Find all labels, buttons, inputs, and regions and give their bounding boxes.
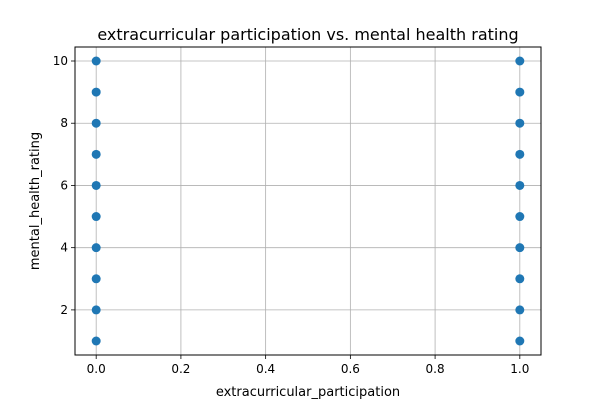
- y-axis-label: mental_health_rating: [28, 132, 43, 270]
- data-point: [91, 274, 101, 284]
- data-point: [515, 56, 525, 66]
- data-point: [515, 274, 525, 284]
- data-point: [91, 243, 101, 253]
- data-point: [91, 180, 101, 190]
- y-tick-label: 6: [60, 178, 68, 192]
- data-point: [91, 336, 101, 346]
- data-point: [91, 56, 101, 66]
- x-axis-ticks: 0.0 0.2 0.4 0.6 0.8 1.0: [87, 355, 529, 376]
- x-tick-label: 0.4: [256, 362, 275, 376]
- data-point: [515, 180, 525, 190]
- grid-lines: [75, 47, 541, 355]
- y-tick-label: 2: [60, 303, 68, 317]
- plot-frame: [74, 46, 542, 356]
- y-tick-label: 4: [60, 241, 68, 255]
- x-tick-label: 0.2: [171, 362, 190, 376]
- data-point: [515, 118, 525, 128]
- y-axis-ticks: 2 4 6 8 10: [53, 54, 75, 317]
- data-point: [515, 149, 525, 159]
- chart-title: extracurricular participation vs. mental…: [97, 25, 518, 44]
- data-point: [91, 118, 101, 128]
- data-point: [91, 149, 101, 159]
- x-tick-label: 0.6: [341, 362, 360, 376]
- data-point: [515, 243, 525, 253]
- data-points: [91, 56, 525, 346]
- data-point: [515, 336, 525, 346]
- x-tick-label: 0.0: [87, 362, 106, 376]
- data-point: [515, 212, 525, 222]
- y-tick-label: 10: [53, 54, 68, 68]
- x-tick-label: 0.8: [426, 362, 445, 376]
- data-point: [91, 87, 101, 97]
- data-point: [515, 305, 525, 315]
- x-tick-label: 1.0: [510, 362, 529, 376]
- data-point: [91, 305, 101, 315]
- y-tick-label: 8: [60, 116, 68, 130]
- data-point: [91, 212, 101, 222]
- data-point: [515, 87, 525, 97]
- x-axis-label: extracurricular_participation: [216, 385, 400, 400]
